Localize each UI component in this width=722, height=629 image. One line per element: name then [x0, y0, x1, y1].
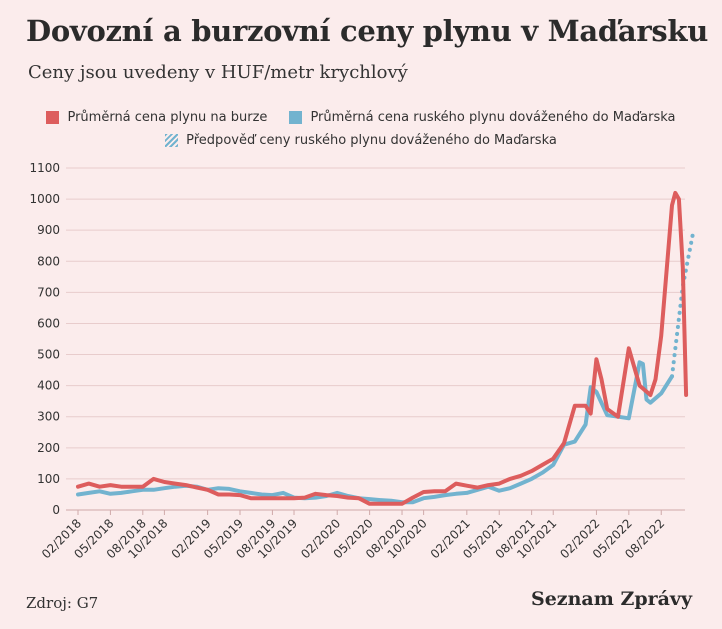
legend-label-import: Průměrná cena ruského plynu dováženého d… [310, 110, 676, 125]
legend-label-exchange: Průměrná cena plynu na burze [67, 110, 268, 125]
brand-logo: Seznam Zprávy [531, 588, 692, 610]
legend-label-forecast: Předpověď ceny ruského plynu dováženého … [186, 133, 557, 148]
legend-row-2: Předpověď ceny ruského plynu dováženého … [0, 133, 722, 148]
legend-row-1: Průměrná cena plynu na burze Průměrná ce… [0, 110, 722, 125]
y-tick-label: 700 [37, 285, 60, 299]
legend: Průměrná cena plynu na burze Průměrná ce… [0, 110, 722, 156]
legend-swatch-import [289, 111, 303, 124]
legend-item-exchange: Průměrná cena plynu na burze [46, 110, 267, 125]
y-tick-label: 800 [37, 254, 60, 268]
legend-item-forecast: Předpověď ceny ruského plynu dováženého … [165, 133, 557, 148]
y-tick-label: 200 [37, 441, 60, 455]
y-tick-label: 500 [37, 348, 60, 362]
y-tick-label: 100 [37, 472, 60, 486]
legend-item-import: Průměrná cena ruského plynu dováženého d… [289, 110, 676, 125]
y-tick-label: 0 [52, 503, 60, 517]
y-tick-label: 1100 [29, 161, 60, 175]
legend-swatch-forecast [165, 134, 179, 147]
series-line-exchange [76, 190, 689, 506]
y-tick-label: 300 [37, 410, 60, 424]
chart-subtitle: Ceny jsou uvedeny v HUF/metr krychlový [28, 62, 408, 83]
legend-swatch-exchange [46, 111, 60, 124]
chart-title: Dovozní a burzovní ceny plynu v Maďarsku [26, 14, 708, 48]
source-note: Zdroj: G7 [26, 594, 99, 612]
y-tick-label: 400 [37, 379, 60, 393]
y-tick-label: 900 [37, 223, 60, 237]
y-tick-label: 1000 [29, 192, 60, 206]
y-tick-label: 600 [37, 316, 60, 330]
line-chart: 01002003004005006007008009001000110002/2… [29, 161, 696, 561]
